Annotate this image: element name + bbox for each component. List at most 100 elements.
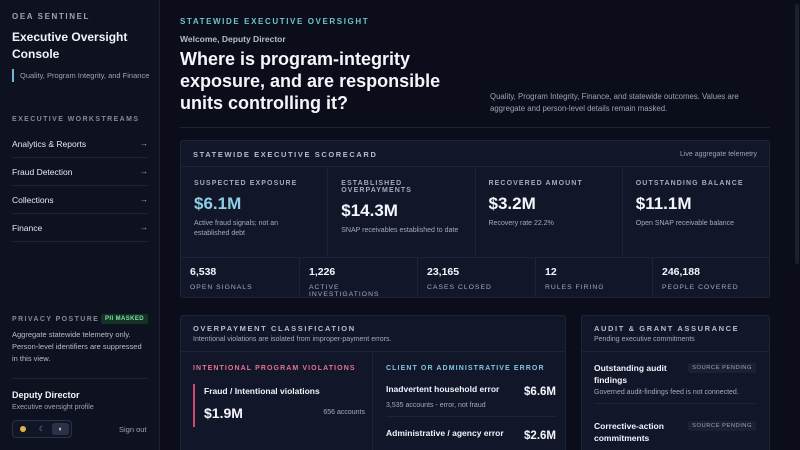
console-subtitle: Quality, Program Integrity, and Finance xyxy=(12,69,152,82)
stat-value: 6,538 xyxy=(190,266,217,278)
kpi-value: $3.2M xyxy=(488,194,536,213)
moon-icon: ☾ xyxy=(38,426,46,433)
item-title: Inadvertent household error xyxy=(386,384,500,394)
stat-value: 23,165 xyxy=(427,266,460,278)
theme-toggle: ☾ ◐ xyxy=(12,420,72,438)
audit-divider xyxy=(582,351,769,352)
item-count: 656 accounts xyxy=(323,409,365,416)
stat-people-covered: 246,188 PEOPLE COVERED xyxy=(653,258,769,298)
stats-divider xyxy=(181,257,769,258)
console-title: Executive Oversight Console xyxy=(12,30,128,61)
item-note: 3,535 accounts - error, not fraud xyxy=(386,402,486,409)
item-title: Corrective-action commitments xyxy=(594,421,664,443)
audit-title: AUDIT & GRANT ASSURANCE xyxy=(594,324,740,333)
welcome-text: Welcome, Deputy Director xyxy=(180,34,286,44)
scrollbar-thumb[interactable] xyxy=(795,4,799,264)
sun-icon xyxy=(20,426,27,432)
user-name: Deputy Director xyxy=(12,390,80,400)
contrast-icon: ◐ xyxy=(58,425,63,433)
sidebar: OEA SENTINEL Executive Oversight Console… xyxy=(0,0,160,450)
arrow-right-icon: → xyxy=(140,139,148,148)
intentional-heading: INTENTIONAL PROGRAM VIOLATIONS xyxy=(193,365,356,372)
item-value: $1.9M xyxy=(204,405,243,421)
item-title: Administrative / agency error xyxy=(386,428,504,438)
dark-theme-button[interactable]: ☾ xyxy=(34,423,51,435)
kpi-note: Active fraud signals; not an established… xyxy=(194,220,279,237)
kpi-value: $11.1M xyxy=(635,194,692,213)
overpayment-classification: OVERPAYMENT CLASSIFICATION Intentional v… xyxy=(180,315,566,450)
stat-label: CASES CLOSED xyxy=(427,284,492,291)
overpayment-divider xyxy=(181,351,565,352)
privacy-text: Aggregate statewide telemetry only. Pers… xyxy=(12,330,142,363)
item-title: Fraud / Intentional violations xyxy=(204,386,320,396)
item-value: $6.6M xyxy=(524,386,556,398)
stats-row: 6,538 OPEN SIGNALS 1,226 ACTIVE INVESTIG… xyxy=(181,258,769,298)
header-divider xyxy=(180,127,770,128)
item-divider xyxy=(386,416,556,417)
sign-out-link[interactable]: Sign out xyxy=(119,425,147,434)
pii-masked-badge: PII MASKED xyxy=(100,314,148,324)
brand-kicker: OEA SENTINEL xyxy=(12,12,91,21)
user-role: Executive oversight profile xyxy=(12,404,94,411)
workstreams-label: EXECUTIVE WORKSTREAMS xyxy=(12,116,140,123)
outstanding-audit-findings-item[interactable]: Outstanding audit findings SOURCE PENDIN… xyxy=(594,363,756,404)
source-pending-badge: SOURCE PENDING xyxy=(688,421,756,431)
privacy-label: PRIVACY POSTURE xyxy=(12,315,100,323)
light-theme-button[interactable] xyxy=(15,423,32,435)
stat-value: 246,188 xyxy=(662,266,700,278)
page-scrollbar[interactable] xyxy=(794,0,800,450)
item-note: Governed audit-findings feed is not conn… xyxy=(594,389,739,396)
kpi-note: SNAP receivables established to date xyxy=(341,227,459,234)
stat-active-investigations: 1,226 ACTIVE INVESTIGATIONS xyxy=(300,258,418,298)
overpayment-title: OVERPAYMENT CLASSIFICATION xyxy=(193,324,356,333)
stat-open-signals: 6,538 OPEN SIGNALS xyxy=(181,258,300,298)
nav-item-label: Finance xyxy=(12,222,43,233)
kpi-label: OUTSTANDING BALANCE xyxy=(635,180,744,187)
nav-item-collections[interactable]: Collections → xyxy=(12,186,148,214)
stat-value: 12 xyxy=(545,266,557,278)
workstream-nav: Analytics & Reports → Fraud Detection → … xyxy=(12,130,148,242)
arrow-right-icon: → xyxy=(140,167,148,176)
contrast-theme-button[interactable]: ◐ xyxy=(52,423,70,435)
nav-item-label: Analytics & Reports xyxy=(12,138,87,149)
kpi-label: SUSPECTED EXPOSURE xyxy=(194,180,298,187)
corrective-action-item[interactable]: Corrective-action commitments SOURCE PEN… xyxy=(594,421,756,444)
item-title: Outstanding audit findings xyxy=(594,363,667,385)
live-telemetry-label: Live aggregate telemetry xyxy=(679,151,757,158)
kpi-suspected-exposure: SUSPECTED EXPOSURE $6.1M Active fraud si… xyxy=(181,167,329,257)
kpi-note: Recovery rate 22.2% xyxy=(488,220,554,227)
page-kicker: STATEWIDE EXECUTIVE OVERSIGHT xyxy=(180,17,370,26)
sidebar-divider xyxy=(12,378,148,379)
kpi-note: Open SNAP receivable balance xyxy=(635,220,735,227)
stat-cases-closed: 23,165 CASES CLOSED xyxy=(418,258,536,298)
kpi-recovered-amount: RECOVERED AMOUNT $3.2M Recovery rate 22.… xyxy=(476,167,623,257)
nav-item-finance[interactable]: Finance → xyxy=(12,214,148,242)
stat-label: RULES FIRING xyxy=(545,284,605,291)
nav-item-label: Collections xyxy=(12,194,54,205)
stat-label: OPEN SIGNALS xyxy=(190,284,253,291)
intentional-violations-column: INTENTIONAL PROGRAM VIOLATIONS Fraud / I… xyxy=(193,365,365,427)
kpi-value: $6.1M xyxy=(194,194,242,213)
fraud-intentional-item[interactable]: Fraud / Intentional violations $1.9M 656… xyxy=(193,384,365,427)
stat-rules-firing: 12 RULES FIRING xyxy=(536,258,653,298)
household-error-item[interactable]: Inadvertent household error $6.6M 3,535 … xyxy=(386,384,556,409)
kpi-label: RECOVERED AMOUNT xyxy=(488,180,583,187)
arrow-right-icon: → xyxy=(140,223,148,232)
error-column: CLIENT OR ADMINISTRATIVE ERROR Inadverte… xyxy=(386,365,556,442)
scorecard-title: STATEWIDE EXECUTIVE SCORECARD xyxy=(193,150,378,159)
audit-subtitle: Pending executive commitments xyxy=(594,336,695,343)
source-pending-badge: SOURCE PENDING xyxy=(688,363,756,373)
item-value: $2.6M xyxy=(524,430,556,442)
nav-item-analytics-reports[interactable]: Analytics & Reports → xyxy=(12,130,148,158)
page-description: Quality, Program Integrity, Finance, and… xyxy=(490,92,739,113)
scorecard-divider xyxy=(181,166,769,167)
arrow-right-icon: → xyxy=(140,195,148,204)
page-title: Where is program-integrity exposure, and… xyxy=(180,49,441,113)
overpayment-subtitle: Intentional violations are isolated from… xyxy=(193,336,392,343)
stat-value: 1,226 xyxy=(309,266,336,278)
kpi-label: ESTABLISHED OVERPAYMENTS xyxy=(341,180,413,194)
administrative-error-item[interactable]: Administrative / agency error $2.6M xyxy=(386,428,556,442)
nav-item-fraud-detection[interactable]: Fraud Detection → xyxy=(12,158,148,186)
column-divider xyxy=(372,352,373,450)
audit-grant-assurance: AUDIT & GRANT ASSURANCE Pending executiv… xyxy=(581,315,770,450)
